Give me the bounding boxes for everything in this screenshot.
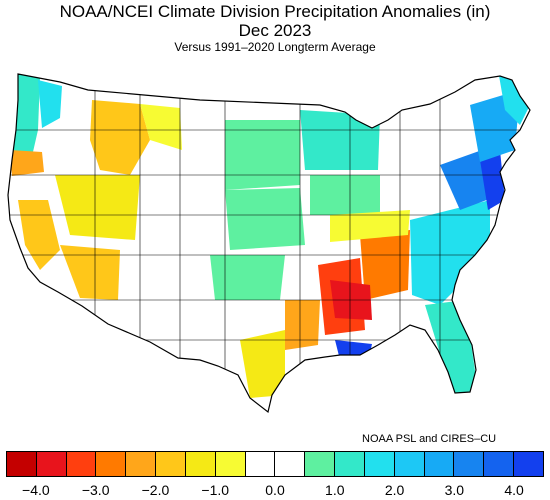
region-east-texas — [285, 300, 320, 350]
colorbar-tick-label: 2.0 — [385, 482, 404, 498]
colorbar-swatch — [96, 452, 126, 476]
colorbar-tick-label: −1.0 — [201, 482, 229, 498]
colorbar-tick-label: 3.0 — [445, 482, 464, 498]
region-central-plains-kansas-nebraska — [225, 188, 305, 250]
colorbar-swatch — [246, 452, 276, 476]
colorbar-swatch — [335, 452, 365, 476]
colorbar — [6, 451, 544, 477]
region-upper-midwest-wisconsin-michigan — [300, 110, 380, 170]
colorbar-swatch — [454, 452, 484, 476]
region-texas-plains — [210, 255, 285, 300]
colorbar-swatch — [484, 452, 514, 476]
region-southwest-oregon — [10, 150, 44, 176]
colorbar-swatch — [514, 452, 543, 476]
colorbar-ticks: −4.0 −3.0 −2.0 −1.0 0.0 1.0 2.0 3.0 4.0 — [6, 482, 544, 498]
colorbar-swatch — [216, 452, 246, 476]
credit-label: NOAA PSL and CIRES–CU — [362, 433, 496, 446]
colorbar-tick-label: 1.0 — [325, 482, 344, 498]
region-florida-peninsula — [425, 300, 478, 393]
colorbar-tick-label: −3.0 — [82, 482, 110, 498]
colorbar-tick-label: 0.0 — [265, 482, 284, 498]
region-ohio-valley — [310, 175, 380, 215]
region-northern-plains-minnesota — [225, 120, 300, 190]
colorbar-tick-label: −2.0 — [142, 482, 170, 498]
colorbar-swatch — [186, 452, 216, 476]
us-map — [0, 0, 550, 430]
colorbar-swatch — [37, 452, 67, 476]
colorbar-swatch — [7, 452, 37, 476]
colorbar-swatch — [305, 452, 335, 476]
colorbar-swatch — [156, 452, 186, 476]
colorbar-tick-label: 4.0 — [504, 482, 523, 498]
colorbar-swatch — [425, 452, 455, 476]
colorbar-swatch — [67, 452, 97, 476]
colorbar-swatch — [275, 452, 305, 476]
colorbar-tick-label: −4.0 — [22, 482, 50, 498]
colorbar-swatch — [126, 452, 156, 476]
colorbar-swatch — [395, 452, 425, 476]
colorbar-swatch — [365, 452, 395, 476]
